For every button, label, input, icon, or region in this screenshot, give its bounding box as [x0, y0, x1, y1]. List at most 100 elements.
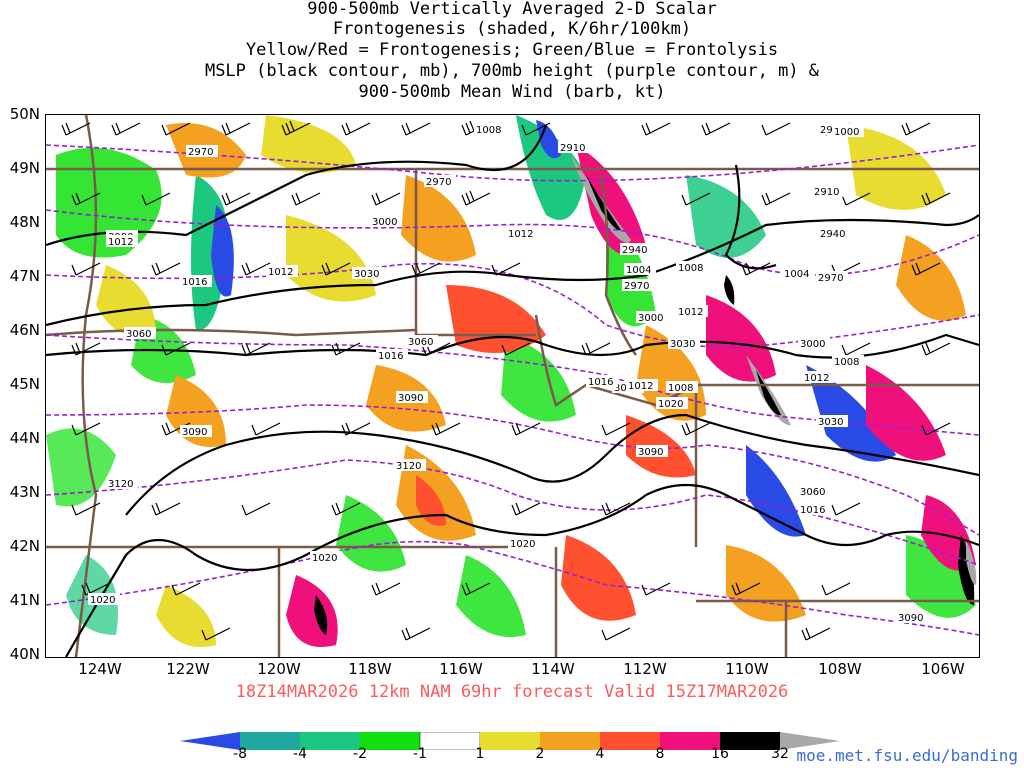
mslp-label: 1016: [588, 377, 613, 388]
lon-label-118w: 118W: [348, 660, 392, 678]
frontogenesis-map: 2970 2970 2910 3000 3000 3030 3060 3060 …: [46, 115, 979, 657]
lat-label-46n: 46N: [9, 321, 40, 339]
height-label: 3030: [354, 269, 379, 280]
lon-label-124w: 124W: [78, 660, 122, 678]
height-contour-labels: 2970 2970 2910 3000 3000 3030 3060 3060 …: [106, 123, 928, 624]
mslp-label: 1012: [804, 373, 829, 384]
lat-label-45n: 45N: [9, 375, 40, 393]
height-label: 3000: [800, 339, 825, 350]
lon-label-116w: 116W: [439, 660, 483, 678]
colorbar-label: 16: [711, 746, 729, 762]
lon-label-122w: 122W: [166, 660, 210, 678]
mslp-label: 1012: [268, 267, 293, 278]
height-label: 2910: [560, 143, 585, 154]
height-label: 3090: [898, 613, 923, 624]
height-label: 3120: [108, 479, 133, 490]
height-label: 2910: [814, 187, 839, 198]
colorbar-label: -1: [413, 746, 427, 762]
forecast-valid-line: 18Z14MAR2026 12km NAM 69hr forecast Vali…: [235, 682, 789, 702]
lon-label-114w: 114W: [531, 660, 575, 678]
lon-label-108w: 108W: [818, 660, 862, 678]
colorbar-label: -4: [293, 746, 307, 762]
lat-label-44n: 44N: [9, 429, 40, 447]
height-label: 2970: [818, 273, 843, 284]
height-label: 3060: [800, 487, 825, 498]
lat-label-50n: 50N: [9, 105, 40, 123]
colorbar-segment: [600, 732, 660, 750]
mslp-label: 1016: [182, 277, 207, 288]
mslp-label: 1012: [108, 237, 133, 248]
colorbar-label: 4: [595, 746, 605, 762]
colorbar-segment: [480, 732, 540, 750]
mslp-label: 1008: [834, 357, 859, 368]
mslp-label: 1008: [668, 383, 693, 394]
height-label: 3120: [396, 461, 421, 472]
lat-label-47n: 47N: [9, 267, 40, 285]
mslp-label: 1012: [628, 381, 653, 392]
colorbar-label: 32: [771, 746, 789, 762]
lat-label-48n: 48N: [9, 213, 40, 231]
mslp-label: 1016: [800, 505, 825, 516]
colorbar-segment: [660, 732, 720, 750]
colorbar-label: 2: [535, 746, 545, 762]
title-line-3: Yellow/Red = Frontogenesis; Green/Blue =…: [245, 40, 779, 60]
lat-label-41n: 41N: [9, 591, 40, 609]
title-line-4: MSLP (black contour, mb), 700mb height (…: [204, 61, 820, 81]
mslp-label: 1012: [508, 229, 533, 240]
colorbar-segment: [419, 732, 481, 750]
height-label: 3060: [408, 337, 433, 348]
colorbar-segment: [780, 732, 840, 750]
height-label: 2940: [622, 245, 647, 256]
mslp-label: 1004: [626, 265, 651, 276]
height-label: 3090: [398, 393, 423, 404]
title-line-1: 900-500mb Vertically Averaged 2-D Scalar: [307, 0, 717, 19]
lat-label-42n: 42N: [9, 537, 40, 555]
height-label: 3030: [670, 339, 695, 350]
height-label: 3000: [372, 217, 397, 228]
colorbar-label: 1: [475, 746, 485, 762]
height-label: 3000: [638, 313, 663, 324]
source-url-link[interactable]: moe.met.fsu.edu/banding: [796, 746, 1018, 765]
lon-label-106w: 106W: [921, 660, 965, 678]
height-label: 2970: [426, 177, 451, 188]
mslp-label: 1020: [510, 539, 535, 550]
height-label: 3090: [638, 447, 663, 458]
mslp-label: 1020: [90, 595, 115, 606]
height-label: 3060: [126, 329, 151, 340]
colorbar-segment: [720, 732, 780, 750]
mslp-label: 1020: [312, 553, 337, 564]
mslp-label: 1004: [784, 269, 809, 280]
colorbar-segment: [300, 732, 360, 750]
lon-label-112w: 112W: [623, 660, 667, 678]
colorbar: [180, 732, 840, 750]
colorbar-label: -8: [233, 746, 247, 762]
title-line-2: Frontogenesis (shaded, K/6hr/100km): [332, 19, 692, 39]
height-label: 3090: [182, 427, 207, 438]
height-label: 2970: [624, 281, 649, 292]
height-label: 3030: [818, 417, 843, 428]
colorbar-segment: [180, 732, 240, 750]
mslp-contour-labels: 1008 1012 1012 1016 1016 1020 1020 1020 …: [88, 123, 864, 606]
colorbar-segment: [540, 732, 600, 750]
mslp-label: 1000: [834, 127, 859, 138]
colorbar-segment: [360, 732, 420, 750]
colorbar-label: 8: [655, 746, 665, 762]
height-label: 2970: [188, 147, 213, 158]
mslp-label: 1008: [678, 263, 703, 274]
mslp-label: 1008: [476, 125, 501, 136]
colorbar-label: -2: [353, 746, 367, 762]
mslp-label: 1020: [658, 399, 683, 410]
lat-label-43n: 43N: [9, 483, 40, 501]
lat-label-49n: 49N: [9, 159, 40, 177]
colorbar-segment: [240, 732, 300, 750]
title-line-5: 900-500mb Mean Wind (barb, kt): [358, 82, 666, 102]
political-borders: [46, 115, 979, 657]
map-panel: 2970 2970 2910 3000 3000 3030 3060 3060 …: [45, 114, 980, 658]
lon-label-120w: 120W: [257, 660, 301, 678]
mslp-label: 1016: [378, 351, 403, 362]
lon-label-110w: 110W: [725, 660, 769, 678]
lat-label-40n: 40N: [9, 645, 40, 663]
mslp-label: 1012: [678, 307, 703, 318]
height-label: 2940: [820, 229, 845, 240]
